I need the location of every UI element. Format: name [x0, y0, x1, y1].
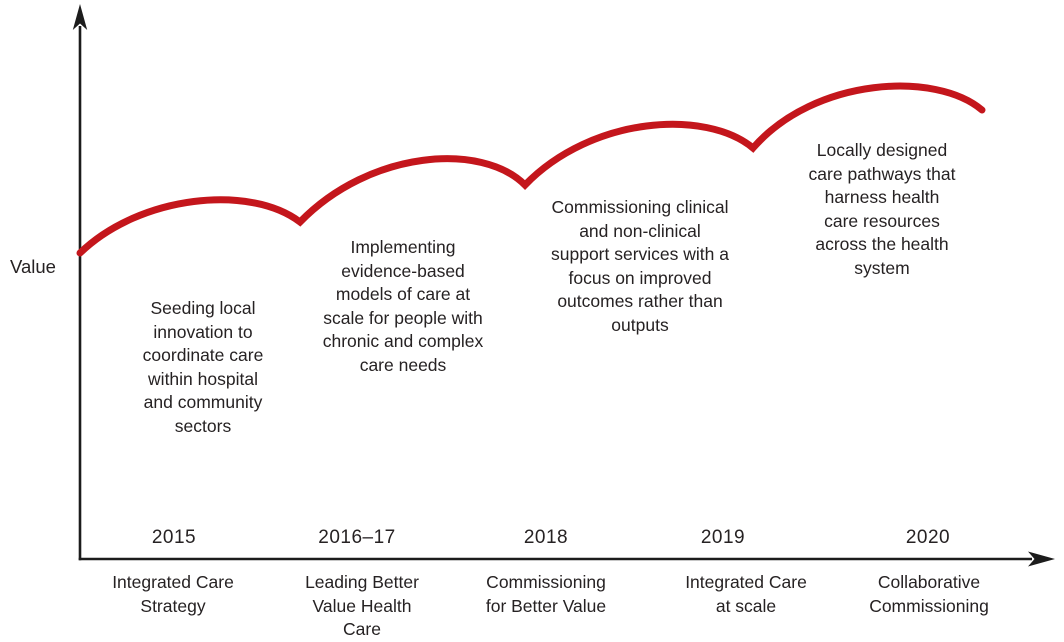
- year-tick-2020: 2020: [905, 527, 951, 548]
- phase-label-integrated-care-strategy: Integrated Care Strategy: [112, 572, 234, 616]
- phase-label-commissioning-for-better-value: Commissioning for Better Value: [485, 572, 607, 616]
- year-tick-2018: 2018: [523, 527, 569, 548]
- phase-label-leading-better-value-health-care: Leading Better Value Health Care: [305, 572, 419, 639]
- year-tick-2016-17: 2016–17: [318, 527, 396, 548]
- value-curve: [76, 82, 986, 257]
- y-axis-arrow-icon: [72, 4, 88, 30]
- phase-label-collaborative-commissioning: Collaborative Commissioning: [869, 572, 989, 616]
- annotation-phase-3: Commissioning clinical and non-clinical …: [551, 197, 729, 335]
- x-axis-arrow-icon: [1028, 551, 1055, 567]
- annotation-phase-1: Seeding local innovation to coordinate c…: [142, 298, 264, 436]
- annotation-phase-4: Locally designed care pathways that harn…: [808, 140, 956, 278]
- y-axis-label: Value: [10, 256, 56, 277]
- year-tick-2019: 2019: [700, 527, 746, 548]
- phase-label-integrated-care-at-scale: Integrated Care at scale: [685, 572, 807, 616]
- year-tick-2015: 2015: [151, 527, 197, 548]
- annotation-phase-2: Implementing evidence-based models of ca…: [322, 237, 484, 375]
